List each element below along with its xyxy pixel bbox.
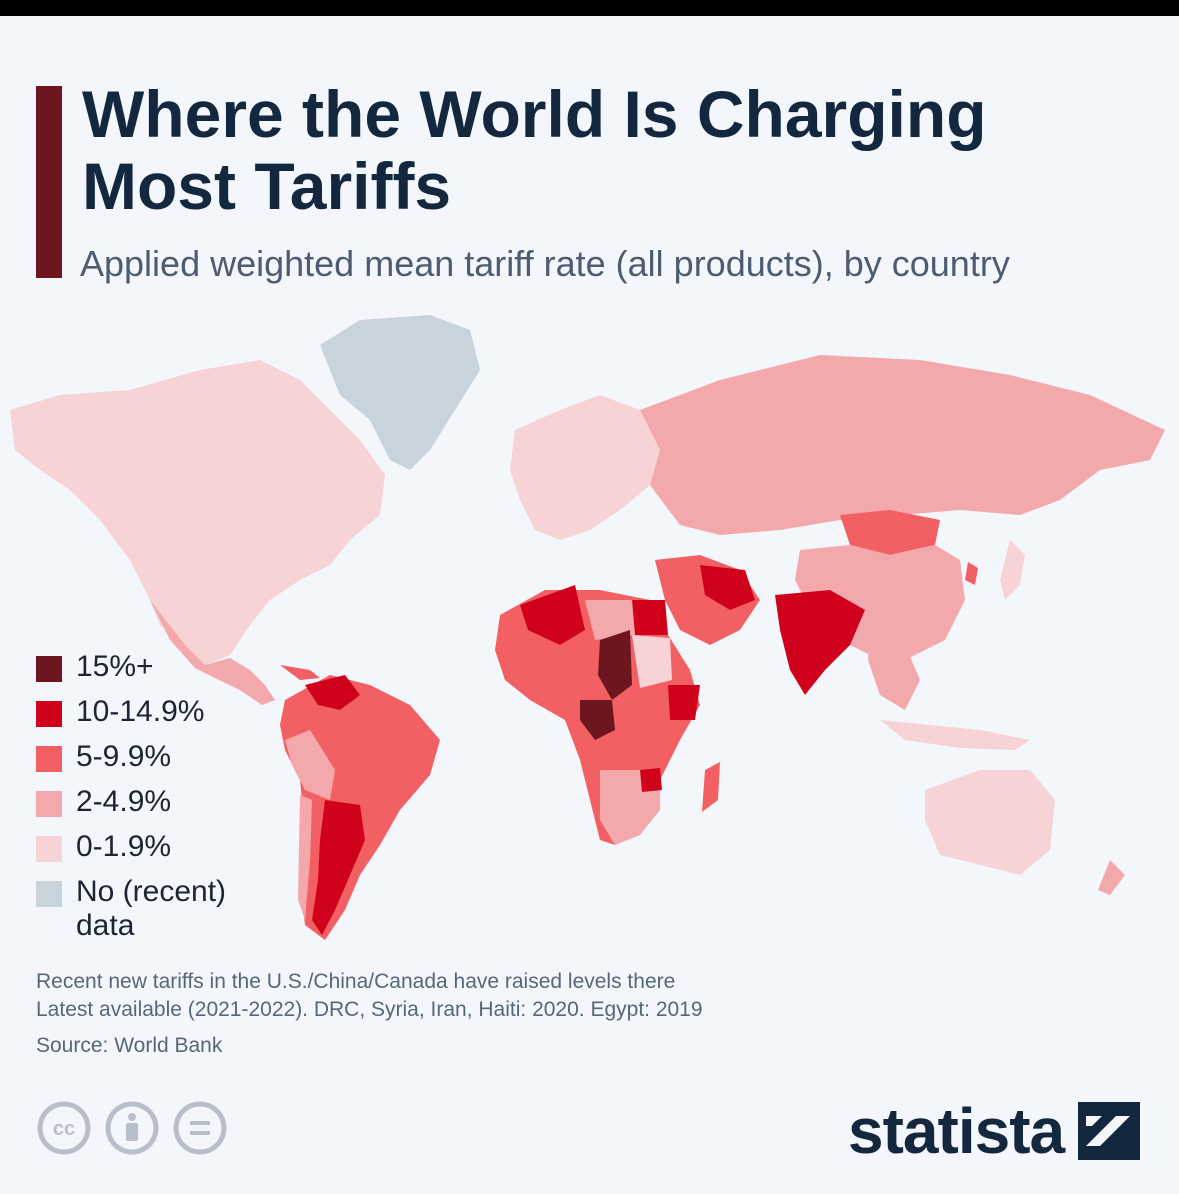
statista-logo[interactable]: statista (848, 1095, 1141, 1167)
no-derivatives-icon[interactable] (172, 1100, 228, 1156)
legend-item: 5-9.9% (36, 740, 266, 774)
caribbean (280, 665, 320, 680)
russia (640, 355, 1165, 535)
peru-bolivia (285, 730, 335, 800)
legend-item: 0-1.9% (36, 830, 266, 864)
legend-swatch (36, 836, 62, 862)
ethiopia (668, 685, 700, 720)
new-zealand (1098, 860, 1125, 895)
logo-wordmark: statista (848, 1095, 1065, 1167)
chile (298, 795, 312, 920)
attribution-icon[interactable] (104, 1100, 160, 1156)
mexico-central-america (150, 600, 275, 705)
korea (965, 562, 978, 585)
chart-notes: Recent new tariffs in the U.S./China/Can… (36, 968, 1136, 1060)
iran (700, 565, 755, 610)
license-icons: cc (36, 1100, 228, 1156)
indonesia (880, 720, 1030, 750)
top-bar (0, 0, 1179, 16)
legend-label: 2-4.9% (76, 785, 172, 818)
central-africa (580, 700, 615, 740)
legend-label: 10-14.9% (76, 695, 205, 728)
legend-swatch (36, 791, 62, 817)
source-text: Source: World Bank (36, 1034, 223, 1057)
argentina (312, 800, 365, 935)
legend-item: 10-14.9% (36, 695, 266, 729)
legend-label: 5-9.9% (76, 740, 172, 773)
legend-label: 0-1.9% (76, 830, 172, 863)
title-accent-bar (36, 86, 62, 278)
note-line: Latest available (2021-2022). DRC, Syria… (36, 998, 703, 1021)
legend-item: No (recent) data (36, 875, 266, 943)
india (775, 590, 865, 695)
europe (510, 395, 660, 540)
svg-text:cc: cc (53, 1118, 75, 1140)
legend-swatch (36, 701, 62, 727)
japan (1000, 540, 1025, 600)
legend-label: No (recent) data (76, 875, 227, 942)
algeria (520, 585, 585, 645)
chad (598, 630, 632, 700)
legend-swatch (36, 746, 62, 772)
chart-subtitle: Applied weighted mean tariff rate (all p… (80, 243, 1010, 284)
southeast-asia (868, 630, 920, 710)
legend-item: 2-4.9% (36, 785, 266, 819)
legend-swatch (36, 881, 62, 907)
map-legend: 15%+ 10-14.9% 5-9.9% 2-4.9% 0-1.9% No (r… (36, 650, 266, 954)
sudan (632, 635, 672, 688)
statista-logo-icon (1078, 1102, 1141, 1160)
mongolia (840, 510, 940, 555)
chart-title: Where the World Is Charging Most Tariffs (82, 77, 987, 223)
note-line: Recent new tariffs in the U.S./China/Can… (36, 970, 676, 993)
north-america (10, 360, 385, 665)
legend-label: 15%+ (76, 650, 154, 683)
australia (925, 770, 1055, 875)
legend-swatch (36, 656, 62, 682)
zimbabwe (640, 768, 662, 792)
world-map (10, 315, 1165, 940)
libya (585, 600, 635, 640)
venezuela (305, 675, 360, 710)
legend-item: 15%+ (36, 650, 266, 684)
egypt (632, 600, 668, 635)
madagascar (702, 762, 720, 812)
greenland (320, 315, 480, 470)
creative-commons-icon[interactable]: cc (36, 1100, 92, 1156)
